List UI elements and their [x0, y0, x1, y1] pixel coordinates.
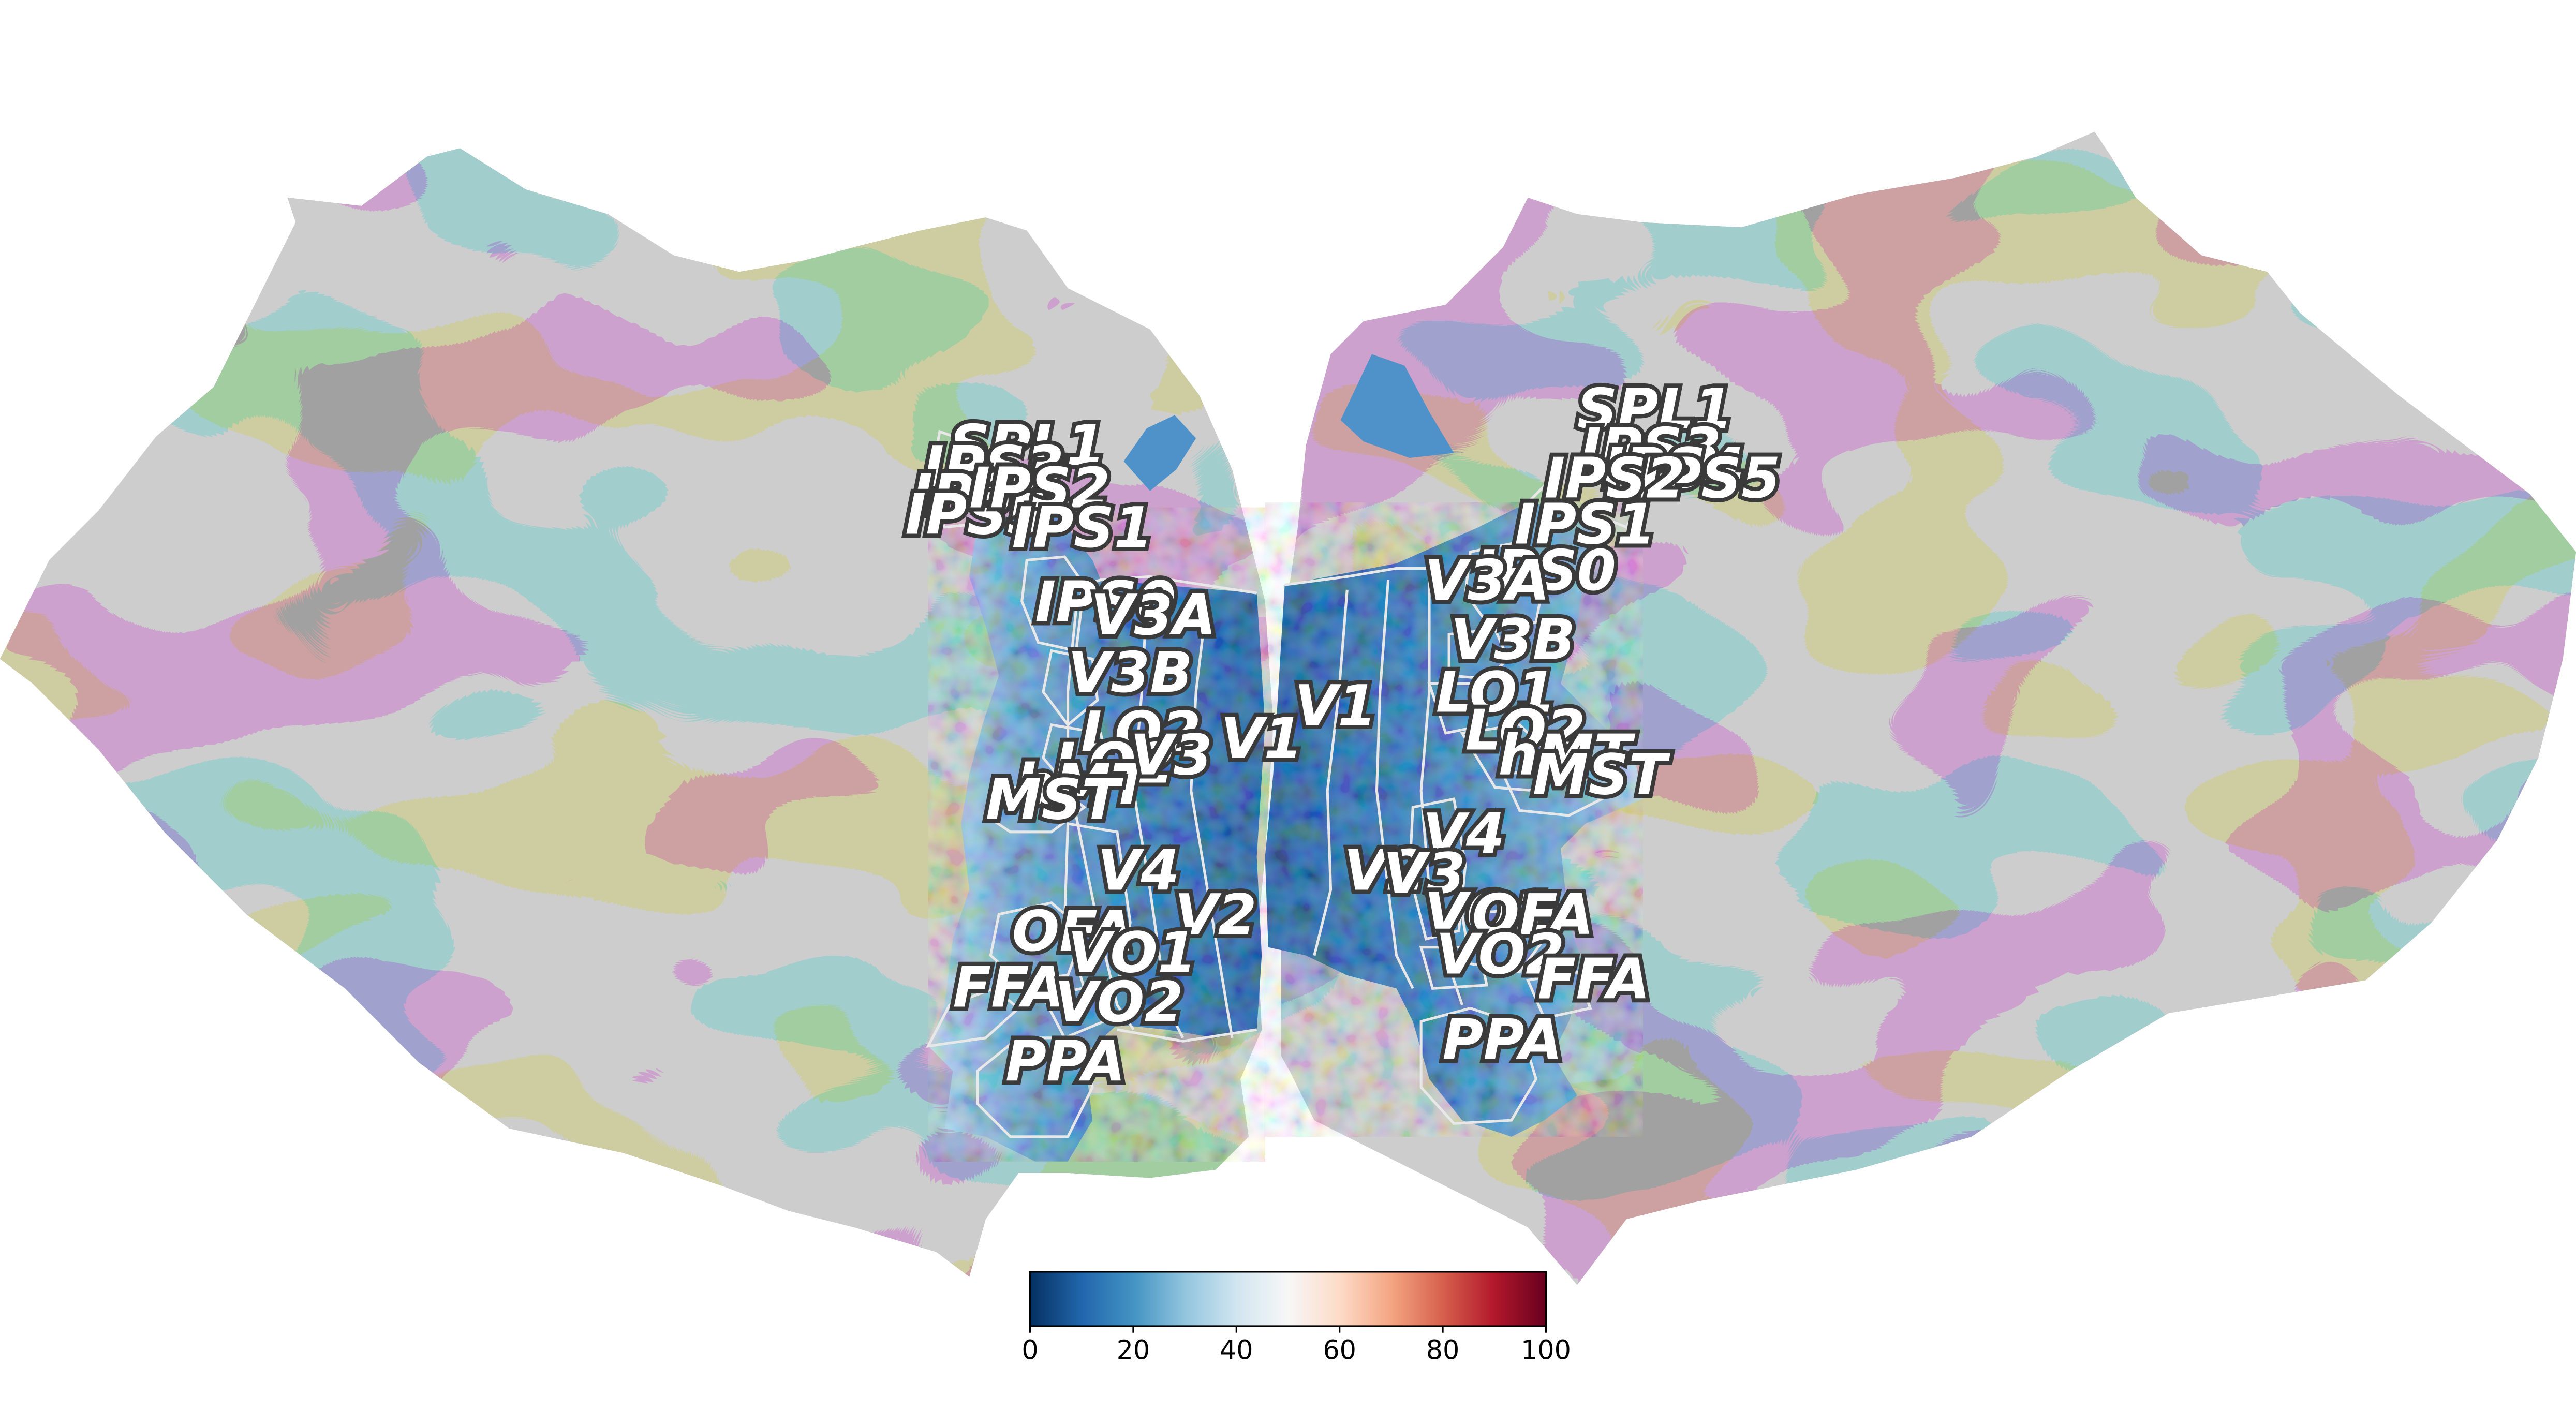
rh-roi-label: hMT [1498, 723, 1635, 788]
lh-ips0-outline [1020, 555, 1086, 652]
lh-roi-label: LO2 [1055, 731, 1175, 796]
rh-mt-outline [1501, 764, 1604, 817]
rh-roi-label: IPS0 [1475, 539, 1616, 603]
lh-roi-label: VO1 [1068, 921, 1196, 985]
lh-v1-outline [1190, 596, 1234, 1038]
colorbar-tick-label: 100 [1521, 1335, 1571, 1365]
lh-ips-outline [927, 429, 1053, 529]
lh-roi-label: IPS4 [912, 463, 1053, 527]
rh-dorsal-outline [1284, 567, 1430, 586]
rh-v4-outline [1408, 797, 1467, 941]
lh-ventral-outline [1117, 1028, 1257, 1043]
lh-roi-label: V1 [1221, 706, 1303, 771]
lh-roi-label: IPS0 [1035, 570, 1176, 634]
rh-vo2-outline [1419, 946, 1489, 990]
rh-roi-label: IPS4 [1604, 436, 1744, 501]
lh-roi-label: V3 [1130, 723, 1212, 788]
colorbar-tick-label: 0 [1021, 1335, 1038, 1365]
rh-roi-label: LO1 [1436, 660, 1556, 725]
lh-ofa-outline [989, 901, 1086, 982]
rh-v3b-outline [1447, 628, 1510, 680]
lh-mt-outline [984, 781, 1087, 834]
rh-roi-label: V1 [1295, 674, 1377, 738]
rh-roi-label: LO2 [1465, 698, 1586, 763]
rh-roi-label: FFA [1538, 947, 1650, 1012]
rh-roi-label: OFA [1472, 883, 1594, 947]
colorbar: 0 20 40 60 80 100 [1021, 1271, 1571, 1365]
lh-ffa-outline [926, 987, 1021, 1048]
lh-lo2-outline [1042, 723, 1111, 789]
lh-roi-label: V3A [1091, 583, 1216, 648]
lh-roi-label: V4 [1098, 838, 1180, 903]
lh-data-overlay [928, 415, 1265, 1162]
lh-roi-label: IPS2 [969, 456, 1110, 521]
rh-roi-label: IPS5 [1639, 446, 1780, 511]
rh-roi-label: IPS3 [1580, 417, 1721, 481]
rh-ips0-outline [1464, 542, 1546, 625]
lh-vo2-outline [1041, 983, 1106, 1040]
lh-roi-label: IPS3 [923, 435, 1064, 499]
lh-v2-outline [1132, 601, 1185, 1038]
rh-roi-label: PPA [1442, 1008, 1562, 1073]
rh-data-overlay [1265, 354, 1643, 1137]
lh-roi-label: FFA [953, 955, 1065, 1020]
lh-roi-label: IPS1 [1012, 496, 1153, 560]
lh-roi-label: PPA [1005, 1029, 1126, 1094]
colorbar-gradient [1029, 1271, 1547, 1327]
rh-roi-label: V3B [1450, 607, 1575, 672]
rh-roi-label: IPS2 [1544, 446, 1685, 511]
colorbar-ticks: 0 20 40 60 80 100 [1021, 1326, 1571, 1365]
lh-v3b-outline [1042, 649, 1099, 727]
lh-roi-label: VO2 [1055, 970, 1183, 1035]
lh-v3-outline [1067, 575, 1257, 1031]
lh-roi-label: IPS5 [905, 482, 1046, 547]
lh-roi-label: V3B [1068, 641, 1193, 705]
lh-roi-label: hMT [1015, 753, 1152, 818]
rh-roi-label: V4 [1423, 802, 1505, 867]
rh-v1-outline [1313, 589, 1349, 956]
lh-v4-outline [1063, 822, 1132, 990]
rh-v2-outline [1375, 580, 1414, 989]
rh-roi-label: SPL1 [1577, 377, 1733, 442]
lh-ppa-outline [976, 1036, 1094, 1138]
roi-outlines [926, 429, 1645, 1138]
rh-roi-labels: SPL1 IPS3 IPS4 IPS5 IPS2 IPS1 IPS0 V3A V… [1291, 373, 1785, 1077]
rh-roi-label: IPS1 [1515, 493, 1655, 557]
rh-roi-label: V2 [1344, 838, 1426, 903]
rh-lo2-outline [1460, 723, 1555, 792]
lh-roi-label: V2 [1175, 883, 1257, 947]
rh-ips-outline [1527, 435, 1645, 529]
colorbar-tick-label: 40 [1220, 1335, 1253, 1365]
rh-lo1-outline [1427, 682, 1489, 735]
rh-roi-label: V3A [1425, 548, 1550, 613]
colorbar-tick-label: 80 [1426, 1335, 1460, 1365]
rh-ffa-outline [1526, 970, 1592, 1020]
rh-roi-label: MST [1533, 743, 1670, 807]
rh-roi-label: VO2 [1436, 922, 1564, 987]
rh-roi-label: VO1 [1425, 881, 1553, 946]
lh-roi-label: OFA [1012, 899, 1134, 964]
lh-roi-label: SPL1 [950, 413, 1105, 478]
rh-v3-outline [1419, 568, 1463, 1005]
lh-roi-label: LO2 [1081, 700, 1201, 765]
rh-ofa-outline [1460, 908, 1546, 974]
colorbar-tick-label: 20 [1117, 1335, 1150, 1365]
rh-roi-label: V3 [1383, 841, 1465, 906]
lh-roi-label: MST [986, 767, 1123, 832]
rh-ppa-outline [1419, 1006, 1538, 1125]
colorbar-tick-label: 60 [1323, 1335, 1356, 1365]
lh-roi-labels: SPL1 IPS3 IPS4 IPS5 IPS2 IPS1 IPS0 V3A V… [901, 409, 1307, 1099]
